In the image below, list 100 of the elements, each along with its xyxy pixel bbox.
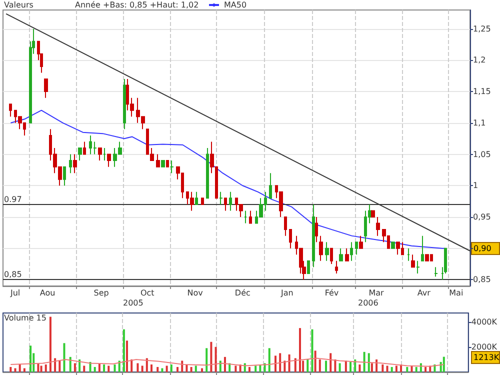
bar xyxy=(190,366,192,372)
candlestick xyxy=(396,242,400,256)
bar xyxy=(108,366,110,372)
bar xyxy=(194,366,197,372)
candlestick xyxy=(411,254,415,268)
y-tick-label: 1,25 xyxy=(473,24,491,34)
bar xyxy=(54,358,56,372)
bar xyxy=(386,366,388,372)
bar xyxy=(254,366,257,372)
bar xyxy=(306,359,309,372)
bar xyxy=(344,360,347,372)
bar xyxy=(141,366,144,372)
candlestick xyxy=(434,266,438,278)
x-tick-label: Avr xyxy=(417,288,432,298)
candlestick xyxy=(289,229,292,249)
bar xyxy=(219,360,222,372)
bar xyxy=(210,342,212,372)
line-series xyxy=(10,358,444,367)
x-tick-label: Mar xyxy=(368,288,385,298)
bar xyxy=(284,360,286,372)
candlestick xyxy=(345,248,349,262)
bar xyxy=(103,364,106,372)
candlestick xyxy=(244,210,247,224)
bar xyxy=(181,360,184,372)
bar xyxy=(166,366,168,372)
bar xyxy=(136,363,139,372)
candlestick xyxy=(359,235,363,249)
candlestick xyxy=(249,210,252,224)
ref-line-label: 0.97 xyxy=(4,194,22,204)
legend-label: MA50 xyxy=(224,0,247,10)
bar xyxy=(30,346,32,372)
bar xyxy=(274,356,276,372)
bar xyxy=(122,329,125,372)
y-tick-label: 1,15 xyxy=(473,87,491,96)
x-tick-label: Nov xyxy=(187,288,204,298)
candlestick xyxy=(421,235,424,262)
x-tick-label: Sep xyxy=(94,288,109,298)
y-tick-label: 1,1 xyxy=(473,118,486,128)
bar xyxy=(18,364,21,372)
x-tick-label: Aou xyxy=(40,288,56,298)
bar xyxy=(268,348,270,372)
bar xyxy=(382,364,384,372)
bar xyxy=(10,366,12,372)
bar xyxy=(350,362,352,372)
bar xyxy=(78,359,81,372)
chart-title: Volume 15 xyxy=(4,314,46,322)
bar xyxy=(170,364,172,372)
bar xyxy=(206,348,208,372)
text: 2005 xyxy=(123,298,144,308)
candlestick xyxy=(69,154,72,174)
bar xyxy=(288,354,290,372)
bar xyxy=(214,346,217,372)
bar xyxy=(294,358,296,372)
bar xyxy=(279,353,282,372)
bar xyxy=(368,353,370,372)
candlestick xyxy=(98,148,102,162)
candlestick xyxy=(307,260,310,274)
candlestick xyxy=(219,191,223,205)
bar xyxy=(126,340,128,372)
bar xyxy=(370,363,373,372)
bar xyxy=(224,356,226,372)
x-tick-label: Jul xyxy=(9,288,20,298)
candlestick xyxy=(330,248,333,265)
candlestick xyxy=(391,242,395,249)
bar xyxy=(338,363,341,372)
candlestick xyxy=(190,191,194,212)
candlestick xyxy=(161,160,165,168)
candlestick xyxy=(371,210,375,218)
candlestick xyxy=(229,191,232,212)
bar xyxy=(118,360,120,372)
y-tick-label: 1,05 xyxy=(473,150,491,159)
bar xyxy=(150,364,152,372)
ref-line-label: 0,85 xyxy=(4,270,22,280)
candlestick xyxy=(339,248,343,262)
bar xyxy=(176,366,179,372)
bar xyxy=(376,359,378,372)
candlestick xyxy=(335,260,338,274)
bar xyxy=(40,366,42,372)
bar xyxy=(146,358,148,372)
bar xyxy=(58,360,61,372)
candlestick xyxy=(315,216,318,243)
candlestick xyxy=(103,148,106,162)
bar xyxy=(390,366,393,372)
y-tick-label: 0,85 xyxy=(473,275,491,284)
candlestick xyxy=(73,154,77,174)
bar xyxy=(363,352,366,372)
bar xyxy=(406,366,408,372)
bar xyxy=(395,366,398,372)
candlestick xyxy=(123,78,126,130)
bar xyxy=(83,366,86,372)
candlestick xyxy=(425,254,429,262)
candlestick xyxy=(44,78,48,98)
bar xyxy=(318,359,321,372)
y-tick-label: 4000K xyxy=(471,317,498,326)
bar xyxy=(49,316,52,372)
candlestick xyxy=(325,242,329,262)
bar xyxy=(44,364,47,372)
candlestick xyxy=(63,166,66,186)
bar xyxy=(325,360,328,372)
bar xyxy=(130,359,133,372)
